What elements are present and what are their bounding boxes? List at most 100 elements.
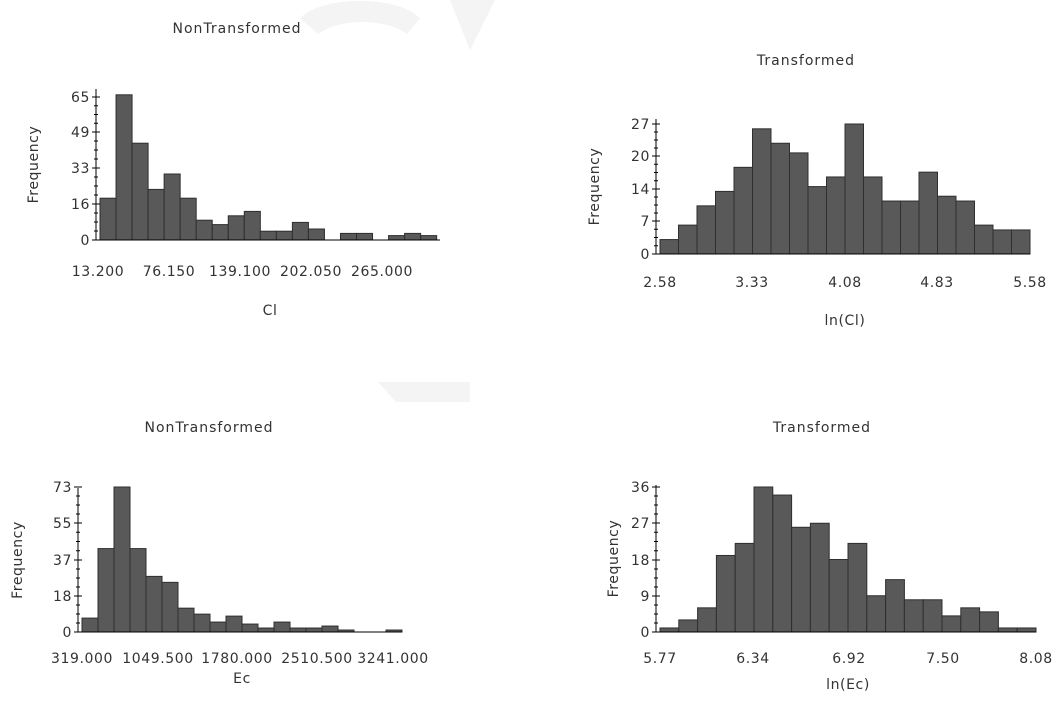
chart-svg: 0 18 37 55 73 319.000 1049.500 1780.000 2510.500… xyxy=(10,420,429,687)
histogram-bar xyxy=(307,228,325,241)
x-axis-label: ln(Cl) xyxy=(825,313,866,329)
histogram-bar xyxy=(81,617,99,633)
y-tick-label: 37 xyxy=(53,553,72,569)
histogram-bar xyxy=(659,627,680,633)
histogram-bar xyxy=(826,176,846,255)
x-tick-label: 7.50 xyxy=(926,651,960,667)
chart-svg: 0 7 14 20 27 2.58 3.33 4.08 4.83 5.58 Transformed l… xyxy=(587,53,1047,329)
y-tick-label: 65 xyxy=(71,90,90,106)
histogram-bar xyxy=(227,215,245,241)
y-tick-label: 7 xyxy=(640,214,650,230)
histogram-bar xyxy=(974,224,994,255)
histogram-bar xyxy=(789,152,809,255)
histogram-bar xyxy=(321,625,339,633)
x-tick-label: 319.000 xyxy=(51,651,113,667)
x-tick-label: 8.08 xyxy=(1019,651,1053,667)
histogram-bar xyxy=(291,221,309,241)
x-tick-label: 265.000 xyxy=(351,264,413,280)
x-axis-label: Ec xyxy=(233,671,251,687)
histogram-bar xyxy=(863,176,883,255)
y-tick-label: 49 xyxy=(71,125,90,141)
histogram-bar xyxy=(885,579,905,633)
y-axis-label: Frequency xyxy=(587,148,603,226)
y-tick-label: 27 xyxy=(631,117,650,133)
y-tick-label: 9 xyxy=(640,589,650,605)
x-tick-label: 5.58 xyxy=(1013,275,1047,291)
x-tick-label: 76.150 xyxy=(143,264,196,280)
histogram-bar xyxy=(753,486,774,633)
histogram-bar xyxy=(388,235,406,241)
histogram-bar xyxy=(881,200,901,255)
histogram-bar xyxy=(289,627,307,633)
histogram-bar xyxy=(752,128,772,255)
histogram-bar xyxy=(273,621,291,633)
y-tick-label: 27 xyxy=(631,516,650,532)
x-tick-label: 5.77 xyxy=(643,651,677,667)
histogram-bar xyxy=(918,171,938,255)
histogram-bar xyxy=(131,142,149,241)
histogram-bar xyxy=(847,542,868,633)
histogram-bar xyxy=(937,195,957,255)
histogram-bar xyxy=(733,166,753,255)
histogram-bar xyxy=(113,486,131,633)
histogram-bar xyxy=(147,188,165,241)
chart-title: Transformed xyxy=(756,53,855,69)
chart-svg: 0 9 18 27 36 5.77 6.34 6.92 7.50 8.08 Transformed l… xyxy=(606,420,1053,693)
histogram-bar xyxy=(866,595,887,633)
histogram-bar xyxy=(145,575,163,633)
histogram-bar xyxy=(807,186,827,255)
y-tick-label: 36 xyxy=(631,480,650,496)
histogram-bar xyxy=(209,621,227,633)
histogram-bar xyxy=(1011,229,1031,255)
x-tick-label: 6.34 xyxy=(736,651,770,667)
histogram-bar xyxy=(941,615,962,633)
histogram-bar xyxy=(257,627,275,633)
chart-title: Transformed xyxy=(772,420,871,436)
histogram-bar xyxy=(225,615,243,633)
y-tick-label: 14 xyxy=(631,182,650,198)
x-tick-label: 139.100 xyxy=(209,264,271,280)
x-tick-label: 1780.000 xyxy=(201,651,273,667)
x-tick-label: 2.58 xyxy=(643,275,677,291)
histogram-bar xyxy=(1016,627,1037,633)
y-tick-label: 0 xyxy=(80,233,90,249)
histogram-bar xyxy=(715,190,735,255)
y-axis-label: Frequency xyxy=(606,520,622,598)
histogram-bar xyxy=(770,142,790,255)
chart-cl-transformed: 0 7 14 20 27 2.58 3.33 4.08 4.83 5.58 Transformed l… xyxy=(528,0,1056,352)
histogram-bar xyxy=(179,197,197,241)
histogram-bar xyxy=(955,200,975,255)
histogram-bar xyxy=(900,200,920,255)
histogram-bar xyxy=(997,627,1018,633)
histogram-bar xyxy=(828,559,849,633)
histogram-bar xyxy=(339,232,358,241)
histogram-bar xyxy=(659,239,679,255)
x-tick-label: 4.08 xyxy=(828,275,862,291)
histogram-bar xyxy=(772,494,793,633)
histogram-bar xyxy=(715,554,736,633)
y-tick-label: 20 xyxy=(631,149,650,165)
histogram-bar xyxy=(161,581,179,633)
y-tick-label: 18 xyxy=(631,553,650,569)
histogram-bar xyxy=(960,607,981,633)
chart-title: NonTransformed xyxy=(172,21,301,37)
histogram-bar xyxy=(241,623,259,633)
x-tick-label: 3241.000 xyxy=(357,651,429,667)
histogram-bar xyxy=(734,542,755,633)
histogram-bar xyxy=(903,599,924,633)
x-tick-label: 3.33 xyxy=(735,275,769,291)
histogram-bar xyxy=(129,548,147,633)
y-axis-label: Frequency xyxy=(26,126,42,204)
histogram-bar xyxy=(979,611,999,633)
histogram-bar xyxy=(211,224,229,241)
histogram-bar xyxy=(809,522,830,633)
histogram-bar xyxy=(99,197,117,241)
histogram-bar xyxy=(177,607,195,633)
chart-ec-nontransformed: 0 18 37 55 73 319.000 1049.500 1780.000 2510.500… xyxy=(0,352,528,704)
histogram-bar xyxy=(115,94,133,241)
histogram-bar xyxy=(163,173,181,241)
y-tick-label: 18 xyxy=(53,589,72,605)
x-tick-label: 1049.500 xyxy=(122,651,194,667)
histogram-bar xyxy=(922,599,943,633)
